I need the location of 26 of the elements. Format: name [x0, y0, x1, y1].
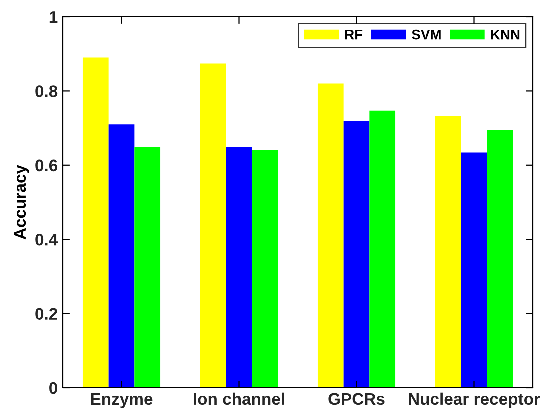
legend-label: KNN — [491, 30, 520, 40]
bar — [435, 116, 462, 388]
x-tick-label: Enzyme — [91, 393, 153, 408]
bar — [344, 121, 370, 388]
bar — [252, 150, 278, 388]
bar — [108, 124, 135, 388]
bar — [318, 84, 344, 388]
y-tick-label: 0.4 — [36, 234, 58, 246]
x-tick-label: Nuclear receptor — [409, 392, 540, 408]
x-tick-label: GPCRs — [328, 393, 385, 406]
legend-label: RF — [346, 30, 363, 40]
y-tick-label: 1 — [50, 12, 58, 24]
y-axis-title: Accuracy — [14, 165, 30, 240]
bar — [370, 110, 396, 388]
bar — [200, 64, 226, 388]
y-tick-label: 0.2 — [36, 308, 58, 320]
bar — [461, 152, 488, 388]
bar — [487, 130, 514, 388]
bar — [226, 147, 252, 388]
bar — [134, 147, 161, 388]
y-tick-label: 0.8 — [36, 86, 58, 98]
x-tick-label: Ion channel — [194, 392, 284, 406]
y-tick-label: 0 — [50, 382, 58, 394]
y-tick-label: 0.6 — [36, 160, 58, 172]
legend-label: SVM — [412, 30, 441, 40]
bar — [82, 58, 109, 388]
